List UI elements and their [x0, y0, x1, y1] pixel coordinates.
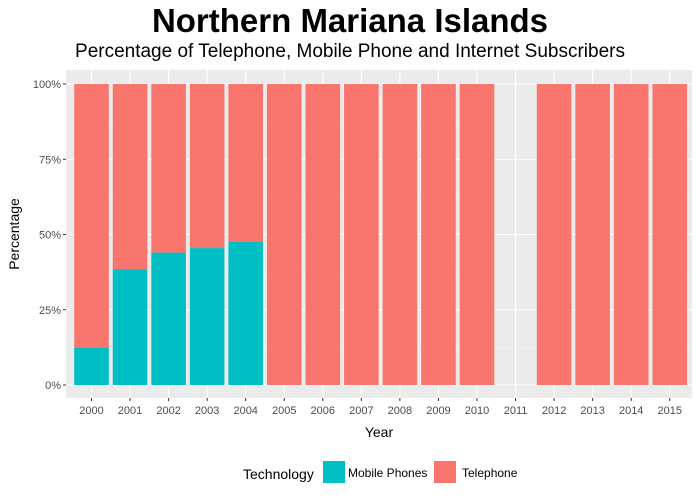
bar-telephone-2006	[305, 84, 341, 385]
legend-key-mobile-phones	[323, 461, 345, 483]
legend: Technology Mobile Phones Telephone	[243, 461, 518, 483]
y-tick-label: 0%	[45, 380, 61, 392]
bar-telephone-2013	[575, 84, 610, 385]
x-tick-label: 2009	[426, 405, 450, 417]
x-tick-label: 2007	[349, 405, 373, 417]
bars	[74, 84, 688, 385]
bar-mobile-phones-2004	[228, 242, 263, 385]
bar-telephone-2015	[652, 84, 688, 385]
bar-telephone-2002	[151, 84, 186, 253]
x-tick-label: 2001	[118, 405, 142, 417]
bar-telephone-2005	[266, 84, 302, 385]
chart-subtitle: Percentage of Telephone, Mobile Phone an…	[75, 41, 625, 62]
x-axis: 2000 2001 2002 2003 2004 2005 2006 2007 2008 2009…	[79, 398, 682, 417]
legend-key-telephone	[434, 461, 456, 483]
x-tick-label: 2008	[388, 405, 412, 417]
y-axis: 0% 25% 50% 75% 100%	[33, 79, 66, 392]
y-tick-label: 50%	[39, 230, 61, 242]
y-tick-label: 100%	[33, 79, 61, 91]
bar-telephone-2008	[382, 84, 418, 385]
x-tick-label: 2011	[504, 405, 528, 417]
x-tick-label: 2005	[272, 405, 296, 417]
bar-telephone-2012	[536, 84, 572, 385]
bar-telephone-2004	[228, 84, 263, 243]
x-axis-title: Year	[365, 424, 394, 440]
bar-telephone-2014	[613, 84, 649, 385]
bar-mobile-phones-2001	[112, 269, 148, 385]
y-axis-title: Percentage	[6, 198, 22, 270]
bar-telephone-2007	[344, 84, 379, 385]
bar-telephone-2000	[74, 84, 109, 348]
x-tick-label: 2004	[233, 405, 257, 417]
x-tick-label: 2015	[658, 405, 682, 417]
x-tick-label: 2000	[79, 405, 103, 417]
x-tick-label: 2010	[465, 405, 489, 417]
bar-mobile-phones-2003	[189, 248, 225, 385]
x-tick-label: 2003	[195, 405, 219, 417]
x-tick-label: 2014	[619, 405, 643, 417]
y-tick-label: 25%	[39, 305, 61, 317]
bar-telephone-2003	[189, 84, 225, 249]
bar-mobile-phones-2002	[151, 252, 186, 385]
x-tick-label: 2012	[542, 405, 566, 417]
x-tick-label: 2013	[580, 405, 604, 417]
legend-label-telephone: Telephone	[462, 466, 518, 480]
bar-telephone-2010	[459, 84, 495, 385]
bar-telephone-2009	[421, 84, 456, 385]
chart-title: Northern Mariana Islands	[151, 2, 549, 39]
legend-title: Technology	[243, 466, 314, 482]
bar-telephone-2001	[112, 84, 148, 270]
x-tick-label: 2006	[311, 405, 335, 417]
legend-label-mobile-phones: Mobile Phones	[348, 466, 427, 480]
x-tick-label: 2002	[156, 405, 180, 417]
bar-mobile-phones-2000	[74, 347, 109, 385]
y-tick-label: 75%	[39, 154, 61, 166]
